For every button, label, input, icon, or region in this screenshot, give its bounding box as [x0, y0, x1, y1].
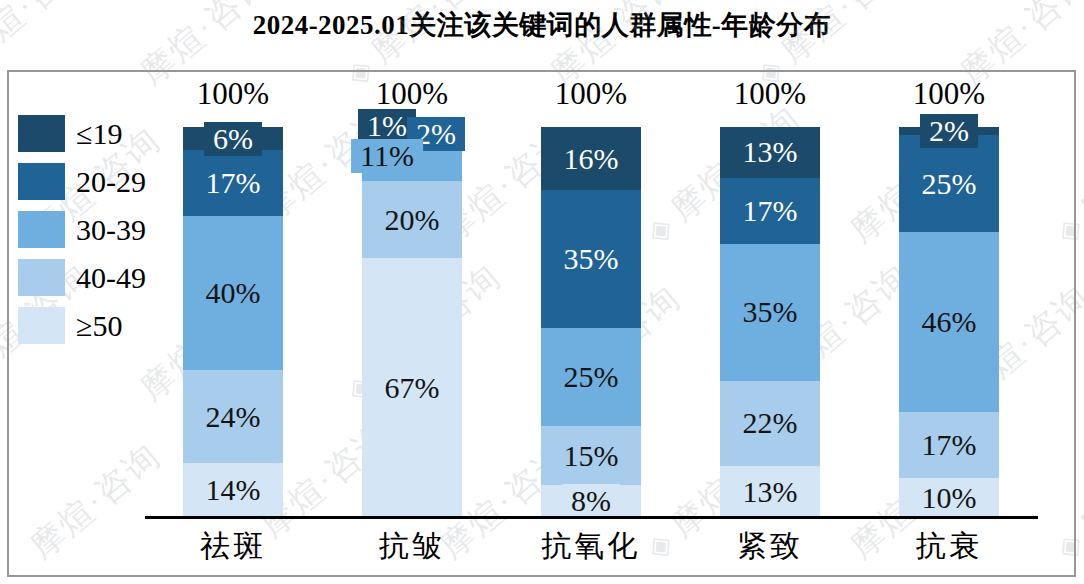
segment-value-label: 25%	[913, 167, 986, 201]
segment-value-label: 11%	[351, 139, 423, 173]
legend-label: 40-49	[76, 262, 146, 294]
segment-value-label: 13%	[734, 135, 807, 169]
segment-value-label: 46%	[913, 305, 986, 339]
segment-value-label: 17%	[734, 194, 807, 228]
segment-value-label: 17%	[197, 166, 270, 200]
bar-column-3: 16% 35% 25% 15% 8%	[541, 127, 641, 517]
segment-value-label: 24%	[197, 400, 270, 434]
category-label: 抗氧化	[542, 527, 641, 565]
x-axis-line	[145, 516, 1038, 519]
legend-color-swatch	[18, 307, 65, 344]
legend-color-swatch	[18, 115, 65, 152]
segment-value-label: 10%	[913, 481, 986, 515]
bar-total-label: 100%	[376, 77, 448, 111]
segment-value-label: 35%	[734, 295, 807, 329]
segment-value-label: 8%	[562, 484, 620, 518]
legend-color-swatch	[18, 259, 65, 296]
segment-value-label: 16%	[555, 142, 628, 176]
segment-value-label: 17%	[913, 428, 986, 462]
bar-column-5: 2%25%46%17%10%	[899, 127, 999, 517]
chart-title: 2024-2025.01关注该关键词的人群属性-年龄分布	[0, 7, 1084, 43]
segment-value-label: 25%	[555, 360, 628, 394]
segment-value-label: 13%	[734, 475, 807, 509]
segment-value-label: 35%	[555, 242, 628, 276]
bar-column-2: 1%2%11%20%67%	[362, 127, 462, 517]
bar-total-label: 100%	[913, 77, 985, 111]
legend-label: 30-39	[76, 214, 146, 246]
age-distribution-chart: 2024-2025.01关注该关键词的人群属性-年龄分布 ◈摩煊·咨询摩煊·咨询…	[0, 0, 1084, 584]
legend-item: 40-49	[18, 259, 198, 296]
bar-total-label: 100%	[555, 77, 627, 111]
legend-item: 20-29	[18, 163, 198, 200]
segment-value-label: 40%	[197, 276, 270, 310]
segment-value-label: 6%	[204, 122, 262, 156]
legend-item: ≥50	[18, 307, 198, 344]
legend-color-swatch	[18, 163, 65, 200]
category-label: 紧致	[737, 527, 803, 565]
bar-total-label: 100%	[734, 77, 806, 111]
category-label: 抗皱	[379, 527, 445, 565]
legend-color-swatch	[18, 211, 65, 248]
category-label: 祛斑	[200, 527, 266, 565]
legend-item: 30-39	[18, 211, 198, 248]
legend-label: ≤19	[76, 118, 122, 150]
segment-value-label: 22%	[734, 406, 807, 440]
bar-column-4: 13% 17% 35% 22% 13%	[720, 127, 820, 517]
segment-value-label: 14%	[197, 473, 270, 507]
bar-total-label: 100%	[197, 77, 269, 111]
bar-column-1: 6%17%40%24%14%	[183, 127, 283, 517]
legend-label: ≥50	[76, 310, 122, 342]
segment-value-label: 15%	[555, 439, 628, 473]
segment-value-label: 67%	[376, 371, 449, 405]
legend-label: 20-29	[76, 166, 146, 198]
segment-value-label: 20%	[376, 203, 449, 237]
legend-item: ≤19	[18, 115, 198, 152]
category-label: 抗衰	[916, 527, 982, 565]
segment-value-label: 2%	[920, 114, 978, 148]
